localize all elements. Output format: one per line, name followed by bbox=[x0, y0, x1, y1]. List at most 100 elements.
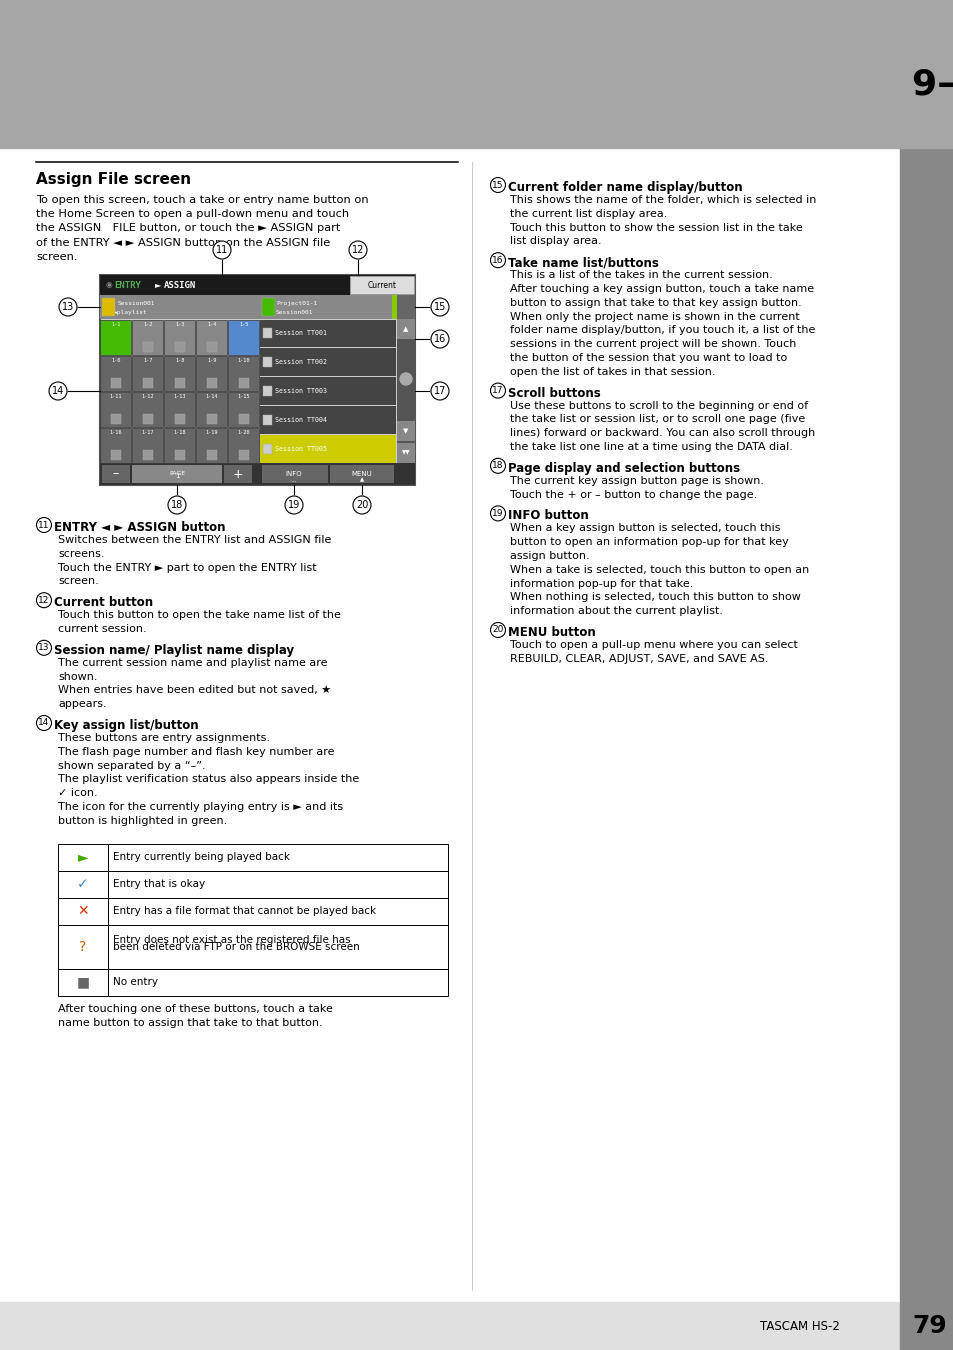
Text: 1-6: 1-6 bbox=[112, 358, 121, 363]
Bar bbox=[392, 296, 396, 319]
Text: +: + bbox=[233, 467, 243, 481]
Circle shape bbox=[213, 242, 231, 259]
Text: 19: 19 bbox=[492, 509, 503, 518]
Text: Session TT004: Session TT004 bbox=[274, 417, 327, 423]
Text: 20: 20 bbox=[355, 500, 368, 510]
Text: 15: 15 bbox=[492, 181, 503, 189]
Bar bbox=[263, 386, 272, 396]
Circle shape bbox=[349, 242, 367, 259]
Text: 1-7: 1-7 bbox=[143, 358, 152, 363]
Bar bbox=[263, 328, 272, 339]
Text: 13: 13 bbox=[62, 302, 74, 312]
Text: INFO button: INFO button bbox=[507, 509, 588, 522]
Circle shape bbox=[490, 458, 505, 474]
Bar bbox=[132, 428, 163, 463]
Bar bbox=[164, 428, 195, 463]
Text: 16: 16 bbox=[434, 333, 446, 344]
Text: screen.: screen. bbox=[36, 252, 77, 262]
Text: 18: 18 bbox=[492, 462, 503, 470]
Text: ✕: ✕ bbox=[77, 904, 89, 918]
Text: The current key assign button page is shown.: The current key assign button page is sh… bbox=[510, 475, 763, 486]
Circle shape bbox=[49, 382, 67, 400]
Text: Assign File screen: Assign File screen bbox=[36, 171, 191, 188]
Bar bbox=[132, 320, 163, 355]
Bar bbox=[111, 378, 121, 387]
Text: 79: 79 bbox=[911, 1314, 945, 1338]
Text: 14: 14 bbox=[38, 718, 50, 728]
Circle shape bbox=[431, 382, 449, 400]
Text: the take list one line at a time using the DATA dial.: the take list one line at a time using t… bbox=[510, 441, 792, 452]
Text: When a take is selected, touch this button to open an: When a take is selected, touch this butt… bbox=[510, 564, 808, 575]
Text: 19: 19 bbox=[288, 500, 300, 510]
Bar bbox=[229, 355, 259, 390]
Bar bbox=[350, 275, 414, 294]
Bar bbox=[108, 898, 448, 925]
Bar bbox=[207, 342, 216, 352]
Text: folder name display/button, if you touch it, a list of the: folder name display/button, if you touch… bbox=[510, 325, 815, 335]
Text: assign button.: assign button. bbox=[510, 551, 589, 562]
Text: lines) forward or backward. You can also scroll through: lines) forward or backward. You can also… bbox=[510, 428, 815, 439]
Text: the ASSIGN FILE button, or touch the ► ASSIGN part: the ASSIGN FILE button, or touch the ► A… bbox=[36, 223, 340, 234]
Text: 1-12: 1-12 bbox=[142, 394, 154, 400]
Text: the button of the session that you want to load to: the button of the session that you want … bbox=[510, 352, 786, 363]
Text: screen.: screen. bbox=[58, 576, 99, 586]
Text: 1-5: 1-5 bbox=[239, 323, 249, 327]
Text: the take list or session list, or to scroll one page (five: the take list or session list, or to scr… bbox=[510, 414, 804, 424]
Text: ✓ icon.: ✓ icon. bbox=[58, 788, 97, 798]
Bar bbox=[330, 464, 394, 483]
Text: 1-16: 1-16 bbox=[110, 431, 122, 435]
Bar bbox=[899, 0, 953, 1350]
Bar bbox=[396, 319, 415, 339]
Text: current session.: current session. bbox=[58, 624, 147, 634]
Text: ■: ■ bbox=[76, 975, 90, 990]
Text: This is a list of the takes in the current session.: This is a list of the takes in the curre… bbox=[510, 270, 772, 281]
Bar bbox=[174, 378, 185, 387]
Text: shown.: shown. bbox=[58, 671, 97, 682]
Bar bbox=[207, 414, 216, 424]
Text: Touch the ENTRY ► part to open the ENTRY list: Touch the ENTRY ► part to open the ENTRY… bbox=[58, 563, 316, 572]
Text: Entry does not exist as the registered file has: Entry does not exist as the registered f… bbox=[112, 934, 351, 945]
Bar bbox=[262, 298, 274, 316]
Bar bbox=[100, 428, 132, 463]
Text: Use these buttons to scroll to the beginning or end of: Use these buttons to scroll to the begin… bbox=[510, 401, 807, 410]
Circle shape bbox=[285, 495, 303, 514]
Text: ▲: ▲ bbox=[359, 478, 364, 482]
Text: list display area.: list display area. bbox=[510, 236, 601, 247]
Text: information about the current playlist.: information about the current playlist. bbox=[510, 606, 722, 616]
Text: 12: 12 bbox=[38, 595, 50, 605]
Text: 1-13: 1-13 bbox=[173, 394, 186, 400]
Bar bbox=[100, 296, 260, 319]
Text: 1-3: 1-3 bbox=[175, 323, 185, 327]
Text: Session TT005: Session TT005 bbox=[274, 446, 327, 452]
Bar bbox=[111, 414, 121, 424]
Text: To open this screen, touch a take or entry name button on: To open this screen, touch a take or ent… bbox=[36, 194, 368, 205]
Bar bbox=[260, 320, 396, 347]
Text: 1-14: 1-14 bbox=[206, 394, 218, 400]
Bar bbox=[164, 392, 195, 427]
Bar bbox=[196, 392, 227, 427]
Bar bbox=[899, 1301, 953, 1350]
Bar bbox=[58, 898, 108, 925]
Bar bbox=[100, 463, 415, 485]
Text: Scroll buttons: Scroll buttons bbox=[507, 386, 600, 400]
Text: 1-8: 1-8 bbox=[175, 358, 185, 363]
Bar bbox=[58, 968, 108, 995]
Bar bbox=[396, 296, 415, 319]
Text: button to assign that take to that key assign button.: button to assign that take to that key a… bbox=[510, 298, 801, 308]
Bar bbox=[164, 355, 195, 390]
Text: Take name list/buttons: Take name list/buttons bbox=[507, 256, 659, 269]
Text: 1: 1 bbox=[174, 472, 179, 479]
Text: 1-20: 1-20 bbox=[237, 431, 250, 435]
Circle shape bbox=[399, 373, 412, 385]
Text: 20: 20 bbox=[492, 625, 503, 634]
Text: appears.: appears. bbox=[58, 699, 107, 709]
Text: shown separated by a “–”.: shown separated by a “–”. bbox=[58, 760, 206, 771]
Bar bbox=[100, 355, 132, 390]
Text: ▼▼: ▼▼ bbox=[401, 451, 410, 455]
Bar bbox=[164, 320, 195, 355]
Text: Session TT003: Session TT003 bbox=[274, 387, 327, 394]
Text: Touch this button to open the take name list of the: Touch this button to open the take name … bbox=[58, 610, 340, 620]
Text: 14: 14 bbox=[51, 386, 64, 396]
Text: Switches between the ENTRY list and ASSIGN file: Switches between the ENTRY list and ASSI… bbox=[58, 535, 331, 545]
Text: 1-1: 1-1 bbox=[112, 323, 121, 327]
